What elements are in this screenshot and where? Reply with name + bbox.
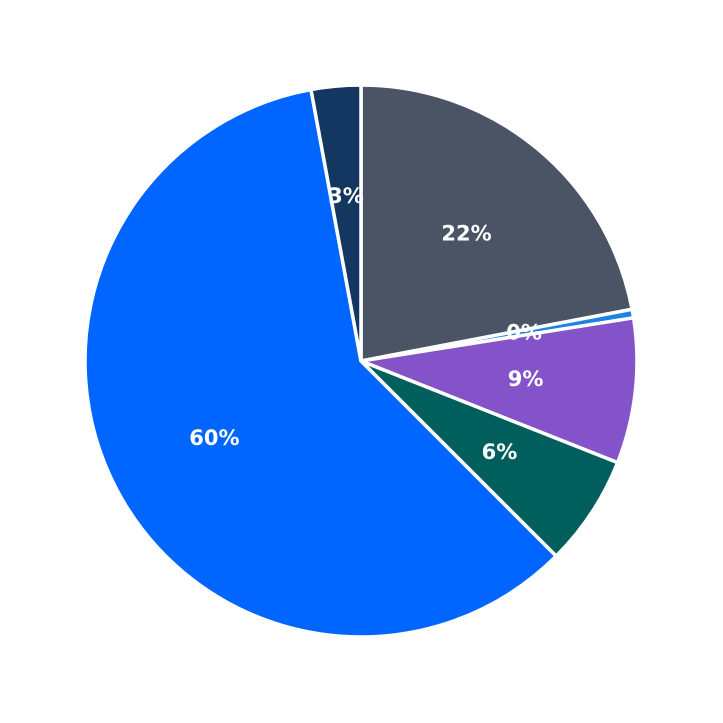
pie-slice-label-2: 9% xyxy=(508,367,544,391)
pie-slice-label-4: 60% xyxy=(189,426,239,450)
pie-slice-label-1: 0% xyxy=(506,321,542,345)
pie-slice-4 xyxy=(83,87,559,639)
labels-group: 22% 0% 9% 6% 60% 3% xyxy=(189,184,543,464)
slices-group xyxy=(83,83,639,639)
pie-slice-5 xyxy=(308,83,363,362)
pie-slice-label-5: 3% xyxy=(328,184,364,208)
pie-slice-label-0: 22% xyxy=(441,221,491,245)
pie-slice-0 xyxy=(359,83,635,364)
pie-slice-label-3: 6% xyxy=(482,440,518,464)
pie-slice-2 xyxy=(354,315,639,465)
pie-slice-3 xyxy=(359,359,620,559)
